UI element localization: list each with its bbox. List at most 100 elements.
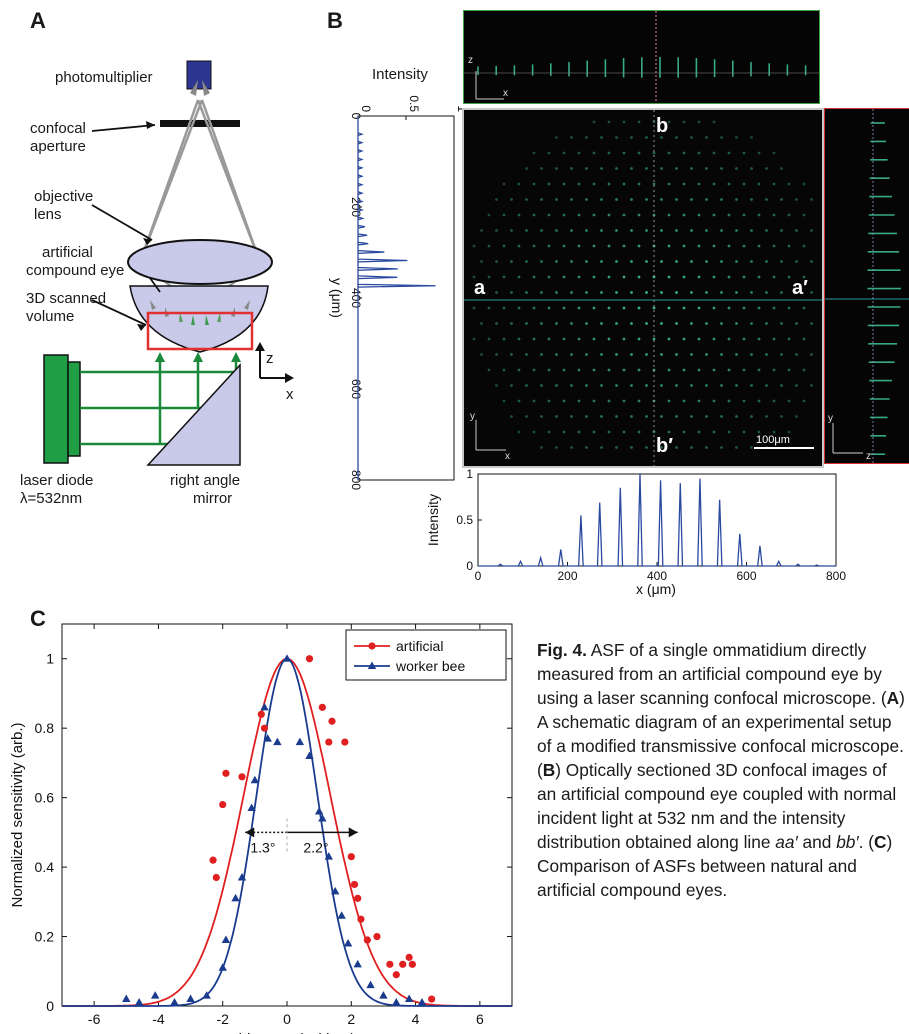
xy-spot: [712, 399, 716, 403]
data-point-worker-bee: [221, 935, 231, 944]
yz-section-image: [824, 108, 909, 465]
caption-bb: bb′: [836, 832, 859, 852]
xy-spot: [510, 384, 513, 387]
scale-bar-label: 100μm: [756, 434, 790, 446]
xy-spot: [622, 368, 626, 372]
xy-spot: [510, 229, 513, 232]
xy-spot: [757, 244, 761, 248]
xy-spot: [577, 368, 581, 372]
panel-letter-c: C: [30, 606, 46, 631]
xy-spot: [600, 415, 603, 418]
xy-spot: [712, 182, 716, 186]
xy-spot: [517, 337, 521, 341]
xy-spot: [600, 322, 603, 325]
xy-spot: [622, 306, 626, 310]
xy-spot: [690, 322, 693, 325]
xy-spot: [637, 430, 641, 434]
xy-spot: [495, 384, 498, 387]
chart-y-label: Normalized sensitivity (arb.): [9, 722, 26, 907]
xy-spot: [585, 229, 588, 232]
xz-axis-x: x: [503, 88, 508, 99]
xy-spot: [555, 260, 558, 263]
xy-spot: [637, 306, 641, 310]
xy-spot: [810, 198, 813, 201]
xy-spot: [502, 213, 506, 217]
xy-spot: [607, 213, 611, 217]
xy-spot: [615, 291, 618, 294]
xy-spot: [487, 306, 491, 310]
bottom-profile-x-tick-label: 200: [557, 569, 577, 583]
xy-spot: [615, 415, 618, 418]
data-point-worker-bee: [314, 807, 324, 815]
xy-spot: [727, 244, 731, 248]
xy-spot: [577, 151, 581, 155]
data-point-worker-bee: [392, 998, 401, 1006]
xy-spot: [667, 399, 671, 403]
xy-spot: [607, 430, 611, 434]
xy-spot: [652, 182, 656, 186]
xy-spot: [585, 198, 588, 201]
xy-spot: [600, 167, 603, 170]
xy-spot: [660, 446, 663, 449]
xy-spot: [615, 136, 618, 139]
xy-spot: [667, 244, 671, 248]
xy-spot: [795, 322, 798, 325]
xy-spot: [532, 151, 536, 155]
xy-spot: [675, 136, 678, 139]
xy-spot: [682, 399, 686, 403]
xy-spot: [735, 415, 738, 418]
xy-spot: [502, 368, 506, 372]
compound-eye-dome: [129, 285, 269, 353]
data-point-worker-bee: [324, 852, 333, 860]
xy-spot: [675, 167, 678, 170]
xy-spot: [750, 167, 753, 170]
xy-spot: [667, 182, 671, 186]
xy-spot: [772, 182, 776, 186]
xy-spot: [607, 275, 611, 279]
xy-spot: [742, 368, 746, 372]
xy-spot: [600, 353, 603, 356]
xy-spot: [772, 151, 776, 155]
xy-spot: [735, 322, 738, 325]
xy-spot: [697, 120, 701, 124]
data-point-worker-bee: [273, 737, 282, 746]
xy-spot: [802, 368, 806, 372]
xy-spot: [600, 229, 603, 232]
xy-spot: [600, 446, 603, 449]
xy-spot: [765, 198, 768, 201]
bottom-profile-x-tick-label: 600: [736, 569, 756, 583]
chart-x-tick-label: 2: [347, 1011, 355, 1027]
xy-spot: [652, 275, 656, 279]
bottom-profile-x-label: x (μm): [636, 581, 676, 597]
xy-spot: [480, 322, 483, 325]
xy-spot: [750, 384, 753, 387]
yz-spots: [825, 109, 909, 465]
xy-spot: [735, 260, 738, 263]
photomultiplier-box: [186, 60, 212, 90]
xy-spot: [675, 322, 678, 325]
xy-spot: [472, 275, 476, 279]
xy-spot: [727, 399, 731, 403]
xy-spot: [682, 368, 686, 372]
xy-spot: [502, 306, 506, 310]
xy-spot: [765, 384, 768, 387]
fwhm-left-arrowhead: [245, 827, 255, 838]
xy-spot: [667, 151, 671, 155]
xy-spot: [735, 136, 738, 139]
data-point-worker-bee: [231, 893, 240, 902]
data-point-worker-bee: [122, 994, 131, 1003]
xy-spot: [727, 430, 731, 434]
xy-spot: [592, 213, 596, 217]
xy-spot: [675, 291, 678, 294]
xy-spot: [630, 353, 633, 356]
label-artificial-2: compound eye: [26, 262, 125, 279]
xy-spot: [735, 446, 738, 449]
xy-spot: [570, 198, 573, 201]
xy-spot: [787, 306, 791, 310]
xy-spot: [772, 213, 776, 217]
xy-spot: [525, 384, 528, 387]
xy-spot: [547, 275, 551, 279]
xy-spot: [735, 198, 738, 201]
xy-spot: [697, 368, 701, 372]
xy-spot: [772, 368, 776, 372]
